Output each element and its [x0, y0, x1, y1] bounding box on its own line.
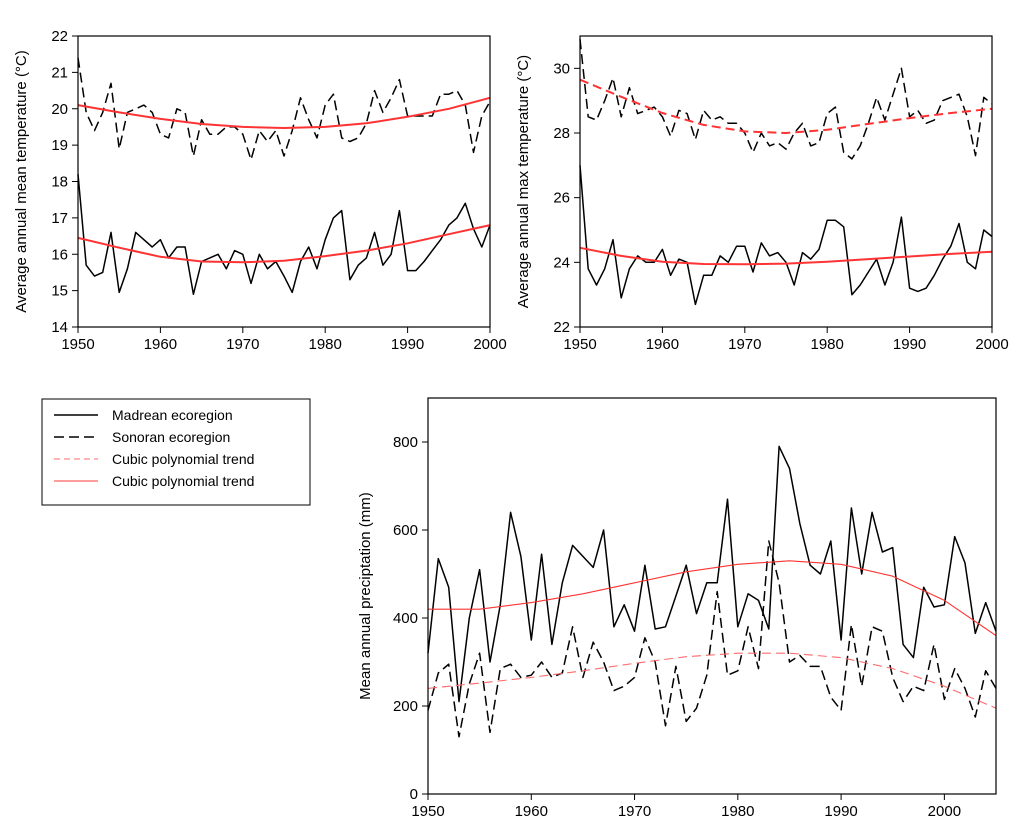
- legend-box: [41, 398, 311, 506]
- series-line-4: [77, 224, 491, 264]
- x-tick-label: 2000: [928, 803, 961, 820]
- series-line-3: [579, 78, 993, 134]
- plot-frame: [427, 397, 997, 795]
- plot-frame: [77, 35, 491, 328]
- y-tick-label: 21: [51, 64, 68, 81]
- y-axis-label: Mean annual preciptation (mm): [357, 492, 374, 700]
- series-line-1: [579, 39, 993, 160]
- y-tick-label: 22: [553, 319, 570, 336]
- chart-2: 1950 1960 1970 1980 1990 2000 22 24 26 28 30 Averag…: [515, 35, 1009, 353]
- x-tick-label: 1950: [411, 803, 444, 820]
- y-tick-label: 600: [393, 522, 418, 539]
- y-tick-label: 16: [51, 246, 68, 263]
- series-line-2: [579, 165, 993, 306]
- series-line-3: [428, 560, 997, 637]
- y-axis-label: Average annual mean temperature (°C): [13, 50, 30, 313]
- x-tick-label: 1950: [61, 336, 94, 353]
- series-line-2: [77, 174, 491, 296]
- plot-frame: [579, 35, 993, 328]
- y-tick-label: 26: [553, 190, 570, 207]
- series-line-4: [579, 246, 993, 266]
- y-tick-label: 17: [51, 210, 68, 227]
- y-tick-label: 200: [393, 698, 418, 715]
- x-tick-label: 1990: [893, 336, 926, 353]
- chart-3: 1950 1960 1970 1980 1990 2000 0 200 400 600 800 Mea…: [357, 397, 997, 820]
- x-tick-label: 1960: [515, 803, 548, 820]
- y-tick-label: 400: [393, 610, 418, 627]
- y-tick-label: 0: [410, 786, 418, 803]
- y-tick-label: 14: [51, 319, 68, 336]
- x-tick-label: 1980: [721, 803, 754, 820]
- x-tick-label: 1970: [728, 336, 761, 353]
- x-tick-label: 1970: [226, 336, 259, 353]
- x-tick-label: 1960: [144, 336, 177, 353]
- y-tick-label: 30: [553, 60, 570, 77]
- series-line-1: [77, 57, 491, 161]
- x-tick-label: 1950: [563, 336, 596, 353]
- y-axis-label: Average annual max temperature (°C): [515, 55, 532, 308]
- x-tick-label: 2000: [473, 336, 506, 353]
- x-tick-label: 1970: [618, 803, 651, 820]
- y-tick-label: 15: [51, 283, 68, 300]
- series-line-1: [427, 445, 997, 703]
- x-tick-label: 1990: [391, 336, 424, 353]
- series-line-3: [77, 96, 491, 129]
- x-tick-label: 1990: [824, 803, 857, 820]
- x-tick-label: 1960: [646, 336, 679, 353]
- y-tick-label: 20: [51, 101, 68, 118]
- legend-label-3: Cubic polynomial trend: [112, 451, 254, 467]
- chart-1: 1950 1960 1970 1980 1990 2000 14 15 16 17 18 19 20 21…: [13, 28, 507, 353]
- y-tick-label: 18: [51, 174, 68, 191]
- legend-label-1: Madrean ecoregion: [112, 407, 233, 423]
- y-tick-label: 24: [553, 254, 570, 271]
- legend-label-2: Sonoran ecoregion: [112, 429, 230, 445]
- y-tick-label: 28: [553, 125, 570, 142]
- x-tick-label: 1980: [811, 336, 844, 353]
- x-tick-label: 1980: [309, 336, 342, 353]
- y-tick-label: 22: [51, 28, 68, 45]
- legend: Madrean ecoregion Sonoran ecoregion Cubic …: [41, 398, 311, 506]
- series-line-4: [427, 652, 997, 709]
- y-tick-label: 19: [51, 137, 68, 154]
- x-tick-label: 2000: [975, 336, 1008, 353]
- series-line-2: [427, 540, 997, 738]
- legend-label-4: Cubic polynomial trend: [112, 473, 254, 489]
- y-tick-label: 800: [393, 434, 418, 451]
